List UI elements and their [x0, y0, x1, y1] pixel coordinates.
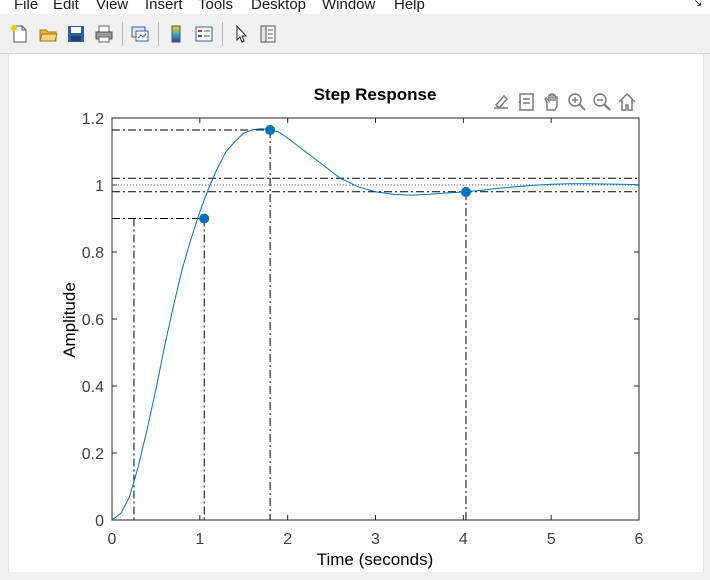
y-tick-label: 1.2 [82, 111, 104, 128]
menu-window[interactable]: Window [322, 0, 376, 13]
menu-view[interactable]: View [96, 0, 129, 13]
settling-time-marker[interactable] [460, 187, 471, 198]
pan-icon[interactable] [544, 93, 558, 111]
data-tips-icon[interactable] [518, 93, 534, 111]
insert-colorbar-icon[interactable] [164, 22, 188, 46]
menu-bar: File Edit View Insert Tools Desktop Wind… [0, 0, 710, 14]
toolbar-separator [222, 22, 223, 46]
x-tick-label: 3 [371, 531, 380, 548]
y-tick-label: 1 [95, 178, 104, 195]
chart-layer: 0 0.2 0.4 0.6 0.8 1 1.2 0 1 2 3 4 5 6 [82, 111, 644, 548]
y-tick-label: 0.6 [82, 312, 104, 329]
print-icon[interactable] [92, 22, 116, 46]
y-tick-label: 0 [95, 513, 104, 530]
figure-bottom-edge [0, 572, 710, 580]
menu-edit[interactable]: Edit [53, 0, 79, 13]
insert-legend-icon[interactable] [192, 22, 216, 46]
step-response-line[interactable] [111, 128, 640, 521]
zoom-out-icon[interactable] [593, 93, 611, 111]
peak-response-marker[interactable] [265, 125, 276, 136]
x-tick-label: 6 [635, 531, 644, 548]
axes-toolbar [494, 92, 636, 111]
rise-time-marker[interactable] [199, 213, 210, 224]
y-tick-label: 0.4 [82, 379, 104, 396]
new-figure-icon[interactable] [8, 22, 32, 46]
toolbar-separator [158, 22, 159, 46]
menu-desktop[interactable]: Desktop [251, 0, 307, 13]
edit-plot-icon[interactable] [229, 22, 253, 46]
link-plot-icon[interactable] [128, 22, 152, 46]
chart-title: Step Response [314, 85, 437, 104]
y-tick-label: 0.2 [82, 446, 104, 463]
x-tick-label: 1 [195, 531, 204, 548]
home-icon[interactable] [618, 92, 636, 111]
menu-insert[interactable]: Insert [145, 0, 183, 13]
zoom-in-icon[interactable] [568, 93, 586, 111]
property-inspector-icon[interactable] [256, 22, 280, 46]
x-tick-label: 0 [108, 531, 117, 548]
x-tick-label: 5 [547, 531, 556, 548]
x-tick-label: 4 [459, 531, 468, 548]
save-icon[interactable] [64, 22, 88, 46]
menu-tools[interactable]: Tools [198, 0, 234, 13]
x-tick-label: 2 [283, 531, 292, 548]
undock-arrow-icon[interactable]: ↘ [693, 0, 702, 9]
open-file-icon[interactable] [36, 22, 60, 46]
brush-icon[interactable] [494, 94, 509, 110]
figure-toolbar [0, 14, 710, 54]
y-tick-label: 0.8 [82, 245, 104, 262]
y-axis-label: Amplitude [60, 282, 79, 358]
x-axis-label: Time (seconds) [317, 550, 434, 569]
toolbar-separator [122, 22, 123, 46]
menu-file[interactable]: File [14, 0, 39, 13]
menu-help[interactable]: Help [394, 0, 425, 13]
